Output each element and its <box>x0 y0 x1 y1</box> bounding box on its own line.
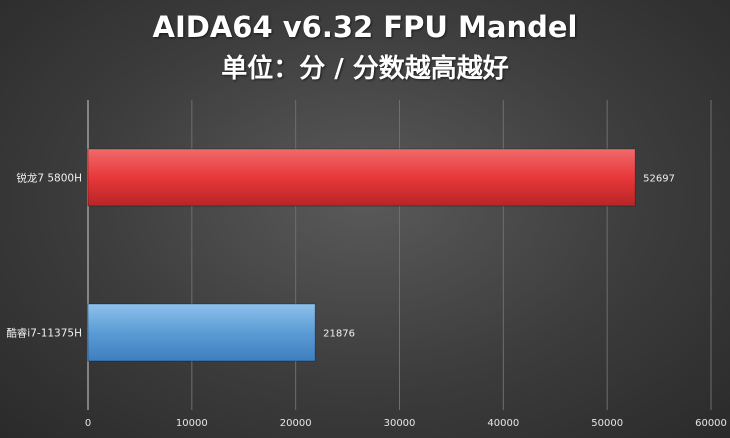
x-tick-label: 60000 <box>695 418 727 429</box>
data-label: 52697 <box>643 174 675 185</box>
x-tick-label: 0 <box>85 418 91 429</box>
bar <box>87 148 636 207</box>
chart-subtitle: 单位：分 / 分数越高越好 <box>221 54 509 84</box>
category-label: 锐龙7 5800H <box>16 172 82 185</box>
x-tick-label: 30000 <box>384 418 416 429</box>
bars: 锐龙7 5800H 52697 酷睿i7-11375H 21876 <box>6 148 675 362</box>
data-label: 21876 <box>323 329 355 340</box>
x-tick-label: 10000 <box>176 418 208 429</box>
x-tick-label: 40000 <box>487 418 519 429</box>
bar <box>87 303 316 362</box>
category-label: 酷睿i7-11375H <box>6 327 82 340</box>
x-tick-label: 50000 <box>591 418 623 429</box>
x-tick-label: 20000 <box>280 418 312 429</box>
x-axis: 0 10000 20000 30000 40000 50000 60000 <box>85 418 727 429</box>
gridlines <box>87 100 712 410</box>
chart-title: AIDA64 v6.32 FPU Mandel <box>152 10 578 44</box>
